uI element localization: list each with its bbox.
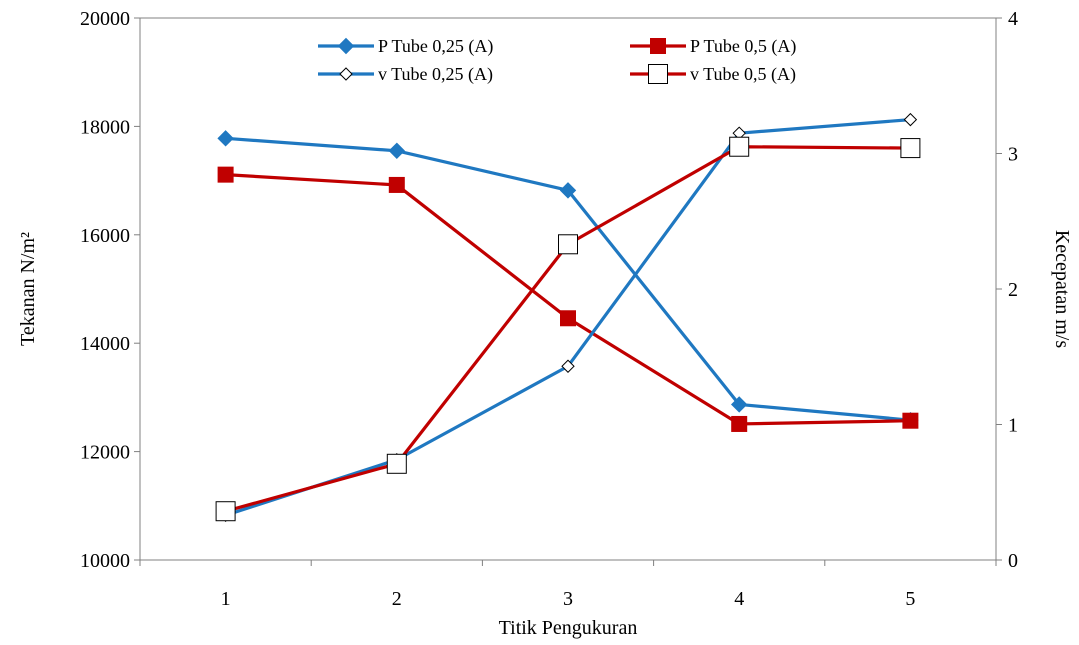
data-point-series-2 — [903, 112, 918, 127]
x-tick-label: 3 — [563, 588, 573, 610]
data-point-series-3 — [900, 138, 921, 159]
y-right-tick-label: 3 — [1008, 144, 1018, 166]
y-left-tick-label: 20000 — [80, 8, 130, 30]
data-point-series-1 — [388, 176, 405, 193]
y-left-tick-label: 16000 — [80, 225, 130, 247]
legend-label: v Tube 0,5 (A) — [690, 64, 796, 85]
y-axis-right-title: Kecepatan m/s — [1051, 230, 1073, 348]
series-line-3 — [225, 145, 911, 513]
legend-marker — [337, 37, 355, 55]
x-tick-label: 1 — [221, 588, 231, 610]
legend-label: P Tube 0,5 (A) — [690, 36, 796, 57]
data-point-series-3 — [729, 136, 750, 157]
data-point-series-1 — [902, 412, 919, 429]
data-point-series-3 — [215, 501, 236, 522]
legend-marker — [339, 67, 353, 81]
legend-marker — [648, 64, 668, 84]
series-line-1 — [225, 173, 911, 426]
x-axis-title: Titik Pengukuran — [499, 617, 638, 639]
data-point-series-0 — [388, 142, 406, 159]
x-tick-label: 5 — [905, 588, 915, 610]
data-point-series-3 — [386, 453, 407, 474]
x-tick-label: 4 — [734, 588, 744, 610]
data-point-series-0 — [730, 396, 748, 413]
legend-label: P Tube 0,25 (A) — [378, 36, 493, 57]
legend: P Tube 0,25 (A) P Tube 0,5 (A) v Tube 0,25… — [318, 36, 796, 85]
y-right-tick-label: 4 — [1008, 8, 1018, 30]
y-left-tick-label: 18000 — [80, 116, 130, 138]
data-point-series-2 — [561, 359, 575, 373]
legend-label: v Tube 0,25 (A) — [378, 64, 493, 85]
plot-area — [139, 17, 997, 561]
y-axis-left-title: Tekanan N/m² — [17, 232, 39, 346]
data-point-series-1 — [217, 166, 234, 183]
y-left-tick-label: 14000 — [80, 333, 130, 355]
series-markers — [215, 112, 921, 522]
y-right-tick-label: 2 — [1008, 279, 1018, 301]
y-left-tick-label: 12000 — [80, 442, 130, 464]
data-point-series-1 — [560, 310, 576, 327]
y-left-tick-label: 10000 — [80, 550, 130, 572]
y-right-tick-label: 0 — [1008, 550, 1018, 572]
legend-marker — [650, 38, 666, 54]
axes: 10000 12000 14000 16000 18000 20000 0 1 2 3 4 1 2 3 4 5 — [80, 8, 1018, 610]
data-point-series-3 — [558, 234, 578, 255]
y-right-tick-label: 1 — [1008, 415, 1018, 437]
data-point-series-0 — [217, 130, 234, 147]
x-tick-label: 2 — [392, 588, 402, 610]
data-point-series-0 — [559, 182, 577, 199]
data-point-series-1 — [731, 415, 748, 432]
